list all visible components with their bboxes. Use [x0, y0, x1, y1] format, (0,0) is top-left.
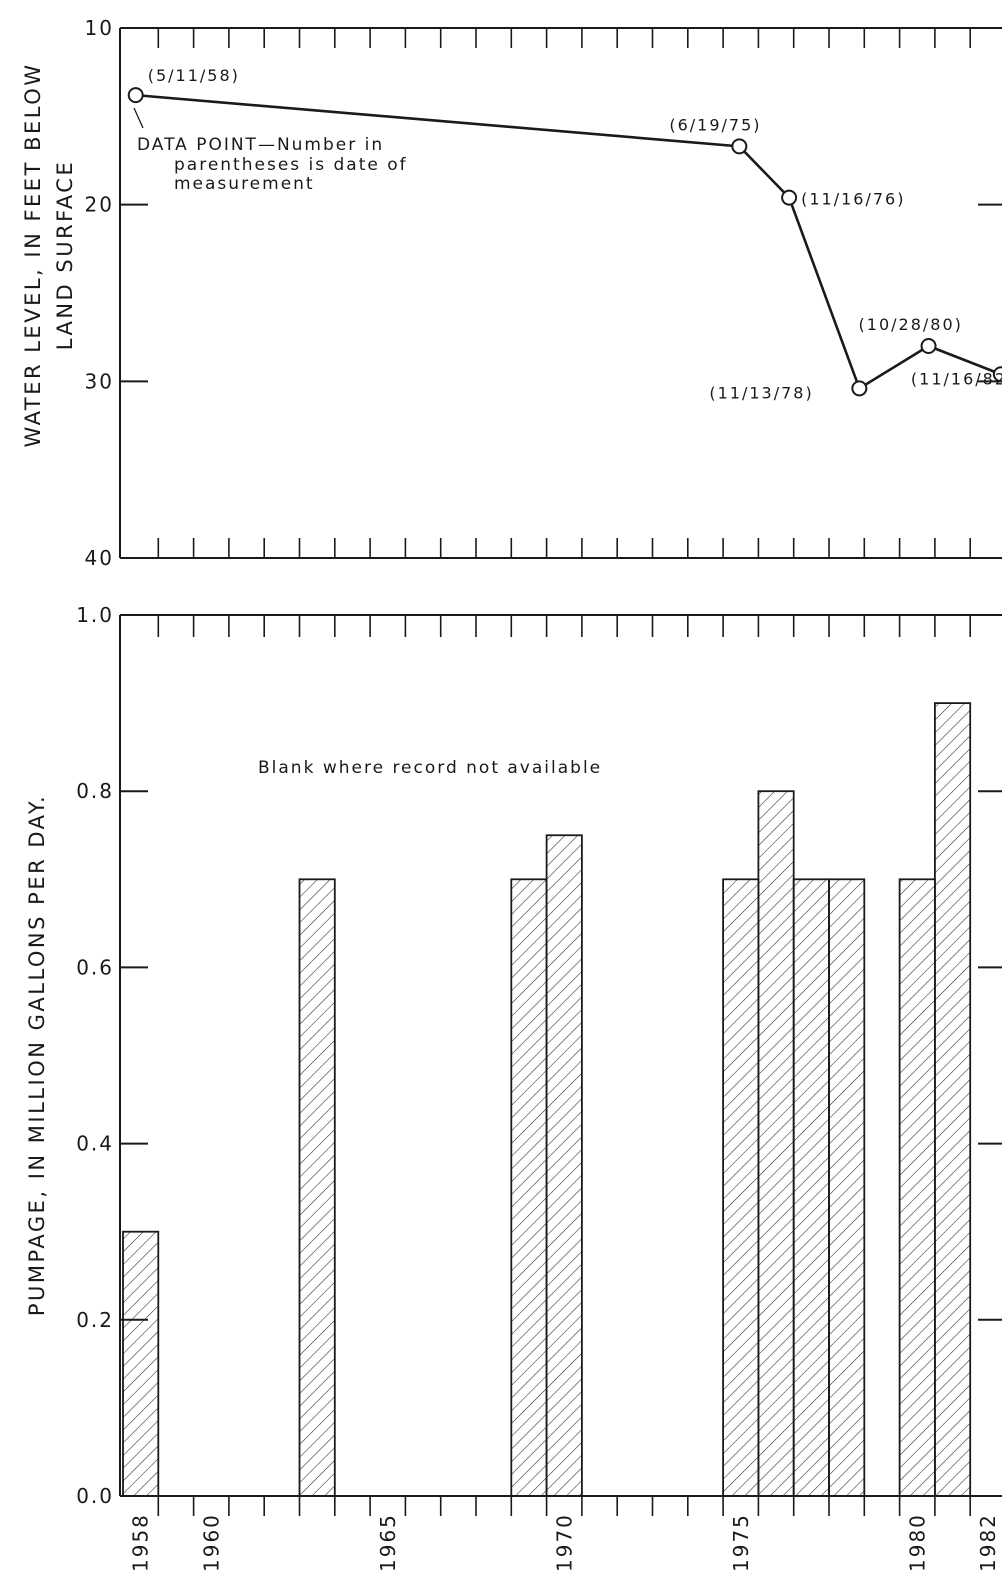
water-level-point: [127, 87, 144, 104]
annotation-line2: parentheses is date of: [174, 155, 408, 175]
pumpage-bar: [122, 1230, 160, 1497]
water-level-point: [992, 366, 1002, 383]
water-level-point: [851, 380, 868, 397]
pumpage-bar: [757, 790, 795, 1497]
pumpage-bar: [722, 878, 760, 1497]
pumpage-bars: [122, 702, 972, 1497]
water-level-point-label: (11/16/76): [801, 190, 905, 209]
data-point-annotation: DATA POINT—Number in parentheses is date…: [133, 107, 408, 194]
pumpage-bar: [510, 878, 548, 1497]
year-label: 1965: [376, 1513, 400, 1572]
pumpage-bar: [934, 702, 972, 1497]
year-label: 1982: [976, 1513, 1000, 1572]
pumpage-bar: [545, 834, 583, 1497]
water-level-line: [135, 93, 1002, 391]
pumpage-bar: [898, 878, 936, 1497]
water-level-point: [731, 138, 748, 155]
blank-record-note: Blank where record not available: [258, 758, 602, 778]
water-level-point: [781, 189, 798, 206]
pumpage-ytick-label: 0.2: [76, 1308, 114, 1332]
water-level-axis-title-line1: WATER LEVEL, IN FEET BELOW: [21, 63, 45, 448]
pumpage-ytick-label: 0.8: [76, 779, 114, 803]
year-label: 1960: [199, 1513, 223, 1572]
pumpage-year-labels: 1958 1960 1965 1970 1975 1980 1982: [129, 1513, 1000, 1572]
pumpage-y-ticks: 0.0 0.2 0.4 0.6 0.8 1.0: [76, 603, 1002, 1508]
year-label: 1975: [729, 1513, 753, 1572]
pumpage-axes: [119, 614, 1002, 1496]
water-level-ytick-label: 20: [85, 193, 114, 217]
pumpage-ytick-label: 0.6: [76, 955, 114, 979]
water-level-point-label: (11/16/82): [911, 369, 1002, 388]
pumpage-bar: [298, 878, 336, 1497]
annotation-line3: measurement: [174, 174, 315, 194]
water-level-series: (5/11/58) (6/19/75) (11/16/76) (11/13/78) (1…: [127, 66, 1002, 402]
annotation-leader-line: [133, 107, 144, 129]
water-level-ytick-label: 10: [85, 16, 114, 40]
water-level-point-label: (6/19/75): [669, 115, 761, 134]
water-level-axis-title-line2: LAND SURFACE: [53, 160, 77, 350]
pumpage-x-ticks: [157, 615, 972, 1516]
water-level-point: [920, 338, 937, 354]
pumpage-bar: [792, 878, 830, 1497]
water-level-point-label: (11/13/78): [709, 383, 813, 402]
water-level-y-ticks: 10 20 30 40: [85, 16, 1002, 570]
water-level-x-ticks: [157, 28, 972, 558]
year-label: 1970: [552, 1513, 576, 1572]
pumpage-axis-title: PUMPAGE, IN MILLION GALLONS PER DAY.: [25, 794, 49, 1316]
water-level-point-label: (10/28/80): [859, 315, 963, 334]
water-level-ytick-label: 40: [85, 546, 114, 570]
pumpage-bar: [828, 878, 866, 1497]
pumpage-ytick-label: 0.4: [76, 1132, 114, 1156]
water-level-ytick-label: 30: [85, 369, 114, 393]
annotation-line1: DATA POINT—Number in: [137, 135, 384, 155]
year-label: 1980: [905, 1513, 929, 1572]
water-level-point-label: (5/11/58): [148, 66, 240, 85]
pumpage-ytick-label: 0.0: [76, 1484, 114, 1508]
pumpage-ytick-label: 1.0: [76, 603, 114, 627]
year-label: 1958: [129, 1513, 153, 1572]
water-level-axes: [119, 27, 1002, 559]
